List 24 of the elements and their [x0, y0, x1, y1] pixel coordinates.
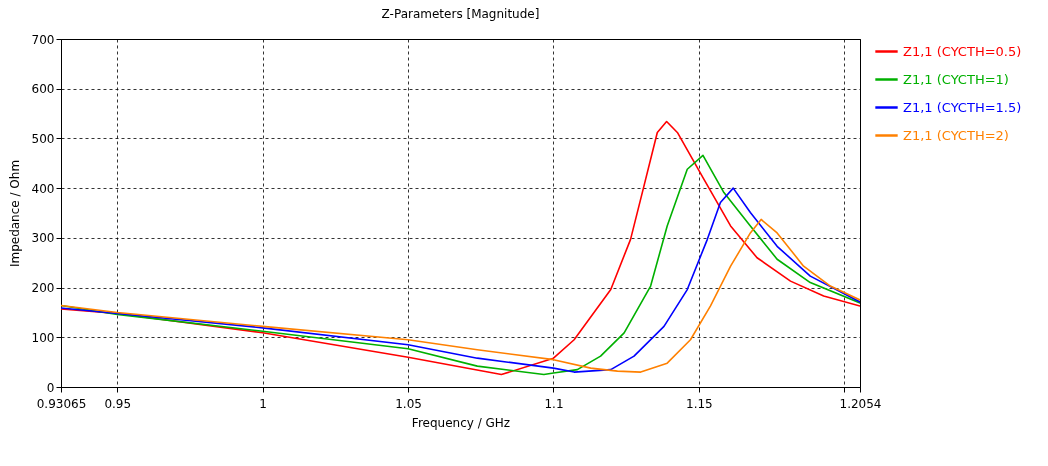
- y-tick-label: 300: [31, 231, 55, 246]
- y-axis-title: Impedance / Ohm: [7, 159, 22, 268]
- legend-label: Z1,1 (CYCTH=1): [903, 71, 1009, 87]
- line-series: [61, 187, 860, 373]
- x-tick-label: 1.15: [686, 396, 713, 411]
- y-tick-label: 100: [31, 330, 55, 345]
- legend-label: Z1,1 (CYCTH=0.5): [903, 43, 1022, 59]
- y-tick-label: 500: [31, 131, 55, 146]
- y-tick-label: 600: [31, 82, 55, 97]
- x-tick-label: 1: [259, 396, 267, 411]
- x-axis-title: Frequency / GHz: [411, 415, 511, 430]
- y-tick-label: 400: [31, 181, 55, 196]
- x-tick-label: 0.95: [104, 396, 132, 411]
- legend-label: Z1,1 (CYCTH=1.5): [903, 99, 1022, 115]
- chart-title: Z-Parameters [Magnitude]: [381, 7, 540, 21]
- x-tick-label: 0.93065: [36, 396, 87, 411]
- legend-label: Z1,1 (CYCTH=2): [903, 127, 1009, 143]
- x-tick-label: 1.1: [544, 396, 564, 411]
- y-tick-label: 700: [31, 32, 55, 47]
- x-tick-label: 1.05: [395, 396, 422, 411]
- x-tick-label: 1.2054: [839, 396, 882, 411]
- line-series: [61, 218, 860, 373]
- y-tick-label: 200: [31, 281, 55, 296]
- y-tick-label: 0: [46, 380, 55, 395]
